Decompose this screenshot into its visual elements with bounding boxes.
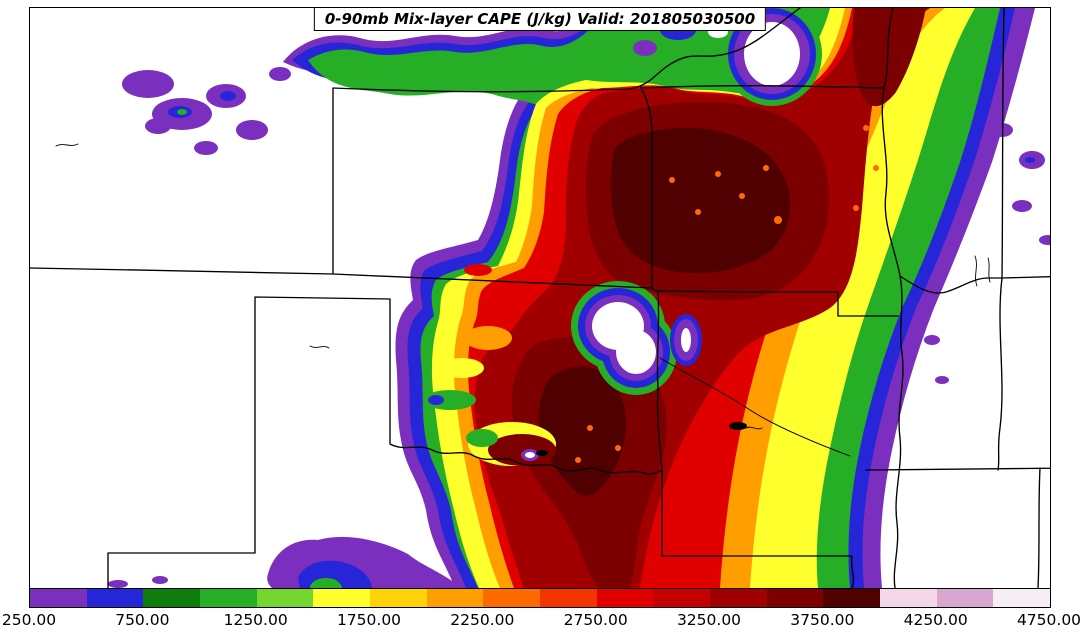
colorbar-tick-label: 2750.00 — [563, 611, 628, 629]
low-cape-hole-southwest-missouri — [571, 281, 702, 395]
lake-marks-kentucky — [974, 255, 991, 287]
colorbar-segment — [313, 589, 371, 607]
colorbar-segment — [30, 589, 87, 607]
colorbar-segment — [86, 589, 144, 607]
colorbar-tick-label: 1750.00 — [336, 611, 402, 629]
colorbar-segment — [823, 589, 881, 607]
cape-speckles — [575, 125, 879, 463]
water-features — [55, 143, 991, 457]
colorbar-segment — [653, 589, 711, 607]
colorbar-segment — [483, 589, 541, 607]
colorbar-segment — [710, 589, 767, 607]
colorbar-tick-label: 3750.00 — [790, 611, 855, 629]
river-mark-panhandle — [309, 345, 330, 349]
colorbar-segment — [370, 589, 427, 607]
river-mark-arkansas — [745, 426, 763, 430]
colorbar-tick-label: 750.00 — [115, 611, 170, 629]
cape-level-3500-core-oklahoma — [538, 366, 626, 496]
cape-blob-bottom-left — [108, 536, 460, 588]
lake-mark-arkansas — [729, 422, 747, 430]
colorbar-tick-label: 4250.00 — [903, 611, 968, 629]
cape-level-3500-core-missouri — [610, 127, 790, 274]
colorbar-tick-label: 250.00 — [1, 611, 57, 629]
colorbar-segment — [766, 589, 824, 607]
colorbar-segment — [596, 589, 654, 607]
river-mark-west — [55, 143, 79, 147]
low-cape-bay-northwest-missouri — [633, 8, 822, 106]
colorbar-segment — [426, 589, 484, 607]
colorbar-tick-label: 4750.00 — [1016, 611, 1081, 629]
cape-level-3250-band-north — [852, 8, 926, 107]
colorbar — [29, 588, 1051, 608]
colorbar-segment — [540, 589, 597, 607]
arkansas-river — [659, 357, 851, 457]
colorbar-tick-label: 2250.00 — [450, 611, 515, 629]
colorbar-segment — [200, 589, 257, 607]
colorbar-segment — [993, 589, 1051, 607]
colorbar-segment — [880, 589, 937, 607]
colorbar-segment — [256, 589, 314, 607]
colorbar-segment — [143, 589, 201, 607]
cape-contour-map — [30, 8, 1050, 588]
cape-detail-swirls — [424, 264, 556, 466]
state-boundary-lines — [30, 8, 1050, 588]
map-area: 0-90mb Mix-layer CAPE (J/kg) Valid: 2018… — [29, 7, 1051, 589]
colorbar-tick-label: 1250.00 — [223, 611, 288, 629]
colorbar-tick-label: 3250.00 — [676, 611, 742, 629]
lake-mark-oklahoma — [536, 450, 548, 456]
state-boundaries — [30, 8, 1050, 588]
cape-scatter-upper-left — [122, 67, 291, 155]
colorbar-segment — [936, 589, 994, 607]
map-title: 0-90mb Mix-layer CAPE (J/kg) Valid: 2018… — [313, 7, 767, 31]
contour-fills — [108, 8, 1050, 588]
colorbar-tick-labels: 250.00 750.00 1250.00 1750.00 2250.00 2750.00… — [2, 611, 1081, 631]
